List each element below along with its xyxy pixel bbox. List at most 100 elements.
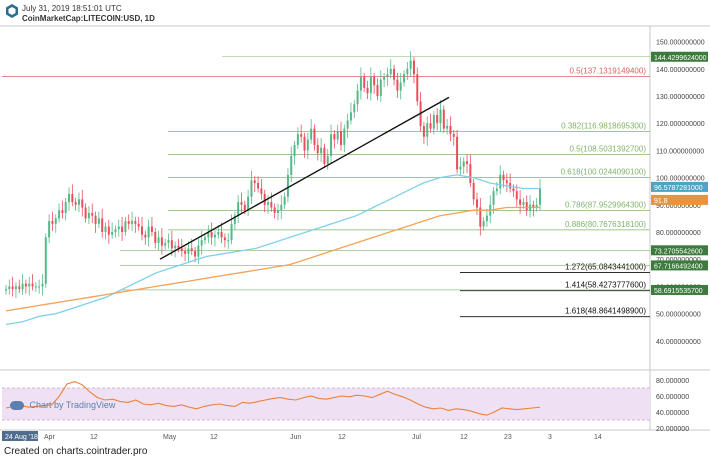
candle-body — [51, 221, 54, 224]
candle-body — [14, 286, 17, 290]
x-tick-label: 12 — [338, 434, 346, 441]
candle-body — [87, 212, 90, 219]
fib-level-label: 1.414(58.4273777600) — [565, 281, 646, 290]
candle-body — [170, 240, 173, 249]
x-tick-label: 24 Aug '18 — [5, 434, 38, 441]
candle-body — [336, 131, 339, 140]
candle-body — [505, 180, 508, 184]
candle-body — [383, 76, 386, 80]
candle-body — [5, 289, 7, 291]
candle-body — [399, 82, 402, 91]
candle-body — [200, 240, 203, 246]
candle-body — [472, 183, 475, 200]
candle-body — [515, 191, 518, 200]
candle-body — [343, 128, 346, 145]
uptrend-line — [159, 96, 450, 260]
x-tick-label: 12 — [210, 434, 218, 441]
candle-body — [452, 134, 455, 137]
candle-body — [131, 221, 134, 224]
price-tag-label: 67.7166492400 — [654, 263, 703, 270]
watermark-text: Chart by TradingView — [29, 400, 116, 410]
candle-body — [479, 207, 482, 227]
y-tick-label: 90.000000000 — [656, 203, 701, 210]
candle-body — [412, 60, 415, 75]
candle-body — [213, 234, 216, 238]
candle-body — [237, 202, 240, 216]
candle-body — [283, 196, 286, 205]
x-tick-label: 14 — [594, 434, 602, 441]
candle-body — [396, 79, 399, 91]
candle-body — [94, 215, 97, 224]
candle-body — [104, 226, 107, 232]
candle-body — [466, 161, 469, 164]
x-tick-label: 12 — [460, 434, 468, 441]
x-tick-label: 3 — [548, 434, 552, 441]
candle-body — [512, 188, 515, 192]
candle-body — [154, 232, 157, 243]
candle-body — [436, 115, 439, 124]
candle-body — [197, 245, 200, 257]
candle-body — [539, 188, 541, 205]
candle-body — [389, 68, 392, 75]
candle-body — [150, 226, 153, 232]
candle-body — [403, 74, 406, 83]
candle-body — [310, 128, 313, 140]
candle-body — [117, 226, 120, 230]
candle-body — [326, 155, 329, 164]
fib-level-label: 0.5(108.5031392700) — [569, 144, 646, 153]
candle-body — [485, 215, 488, 222]
candle-body — [127, 221, 130, 224]
candle-body — [439, 109, 442, 124]
time-cursor-tag — [2, 431, 38, 441]
candle-body — [68, 193, 71, 203]
candle-body — [286, 174, 289, 197]
candle-body — [492, 191, 495, 205]
candle-body — [320, 147, 323, 154]
y-tick-label: 120.000000000 — [656, 121, 705, 128]
rsi-tick-label: 20.000000 — [656, 426, 689, 433]
y-tick-label: 100.000000000 — [656, 176, 705, 183]
price-tag — [651, 284, 708, 295]
candle-body — [24, 283, 27, 287]
candle-body — [535, 204, 538, 208]
candle-body — [230, 223, 233, 241]
candle-body — [91, 212, 94, 216]
y-tick-label: 80.000000000 — [656, 230, 701, 237]
fib-level-label: 0.786(87.9529964300) — [565, 200, 646, 209]
candle-body — [409, 60, 412, 69]
candle-body — [71, 193, 74, 203]
candle-body — [144, 234, 147, 238]
candle-body — [369, 76, 372, 94]
candle-body — [107, 226, 110, 235]
candle-body — [313, 128, 316, 145]
candle-body — [276, 210, 279, 213]
candle-body — [416, 74, 419, 102]
chart-timestamp: July 31, 2019 18:51:01 UTC — [22, 4, 122, 13]
candle-body — [459, 166, 462, 170]
price-tag — [651, 245, 708, 256]
candle-body — [217, 232, 220, 235]
candle-body — [376, 85, 379, 96]
candle-body — [482, 221, 485, 227]
candle-body — [330, 134, 333, 156]
candle-body — [41, 283, 44, 287]
candle-body — [333, 134, 336, 140]
candle-body — [462, 161, 465, 167]
chart-symbol: CoinMarketCap:LITECOIN:USD, 1D — [22, 14, 155, 23]
moving-average-line — [5, 206, 540, 312]
price-tag — [651, 51, 708, 62]
rsi-tick-label: 60.000000 — [656, 394, 689, 401]
moving-average-line — [5, 174, 540, 326]
candle-body — [174, 245, 177, 249]
candle-body — [147, 226, 150, 238]
x-tick-label: 23 — [504, 434, 512, 441]
price-tag — [651, 194, 708, 205]
candle-body — [38, 286, 41, 288]
candle-body — [114, 229, 117, 232]
candle-body — [190, 248, 193, 252]
candle-body — [280, 204, 283, 211]
price-tag-label: 73.2705542600 — [654, 248, 703, 255]
candle-body — [223, 237, 226, 241]
candle-body — [253, 180, 256, 184]
